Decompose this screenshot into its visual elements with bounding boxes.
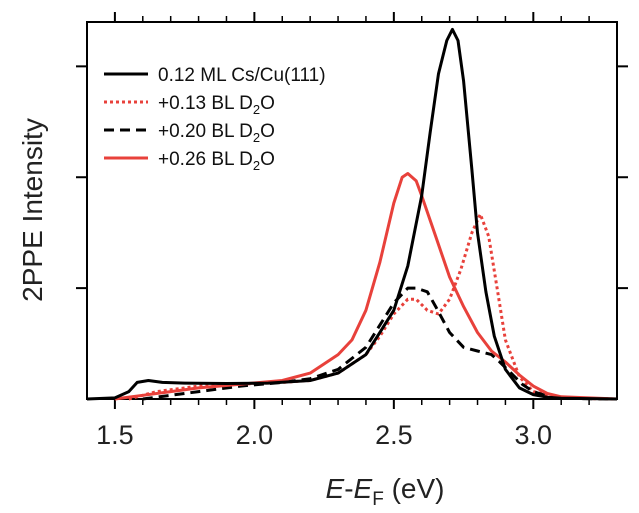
series-line-1	[86, 27, 618, 401]
axis-ticks	[76, 12, 628, 409]
y-axis-title: 2PPE Intensity	[17, 118, 48, 302]
legend: 0.12 ML Cs/Cu(111) +0.13 BL D2O +0.20 BL D…	[104, 65, 326, 173]
series-line-4	[114, 172, 618, 401]
axis-titles: E-EF (eV) 2PPE Intensity	[17, 118, 445, 510]
plot-border	[86, 21, 618, 400]
series-group	[86, 27, 618, 401]
legend-label: +0.20 BL D2O	[158, 121, 275, 145]
series-line-3	[142, 286, 618, 401]
x-axis-title: E-EF (eV)	[326, 473, 445, 510]
x-tick-label: 3.0	[515, 420, 553, 450]
x-tick-label: 1.5	[96, 420, 134, 450]
legend-label: +0.13 BL D2O	[158, 93, 275, 117]
series-line-2	[128, 212, 618, 401]
x-tick-labels: 1.5 2.0 2.5 3.0	[96, 420, 552, 450]
x-tick-label: 2.0	[236, 420, 274, 450]
plot-frame	[86, 21, 618, 400]
legend-label: 0.12 ML Cs/Cu(111)	[158, 65, 326, 86]
legend-label: +0.26 BL D2O	[158, 149, 275, 173]
x-tick-label: 2.5	[375, 420, 413, 450]
